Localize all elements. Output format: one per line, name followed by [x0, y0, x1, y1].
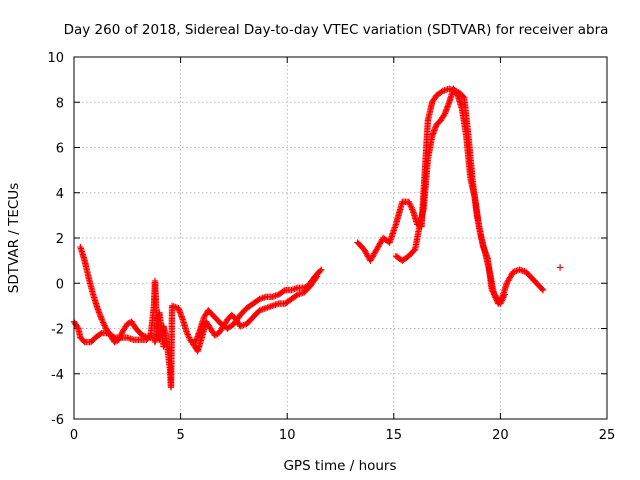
x-tick-label: 0	[70, 428, 78, 443]
data-point	[313, 273, 321, 280]
data-point	[116, 335, 123, 342]
data-point	[118, 330, 125, 337]
y-tick-label: -6	[51, 413, 64, 428]
y-tick-label: 10	[47, 51, 64, 66]
data-point	[501, 291, 508, 298]
data-point	[312, 274, 320, 281]
data-point	[74, 323, 81, 331]
data-point	[212, 331, 220, 338]
data-point	[183, 329, 191, 337]
data-point	[116, 333, 124, 340]
data-point	[440, 111, 448, 119]
data-point	[112, 338, 120, 345]
series-upper-track	[70, 85, 564, 391]
y-tick-label: -2	[51, 323, 64, 338]
data-point	[438, 88, 445, 96]
data-point	[97, 330, 104, 338]
data-points	[70, 85, 564, 391]
x-tick-label: 10	[279, 428, 296, 443]
x-tick-label: 15	[386, 428, 403, 443]
x-tick-label: 20	[492, 428, 509, 443]
data-point	[407, 203, 415, 210]
y-axis-label: SDTVAR / TECUs	[6, 183, 22, 293]
data-point	[500, 292, 508, 300]
data-point	[99, 317, 106, 325]
y-tick-label: 6	[56, 142, 64, 157]
y-tick-label: -4	[51, 368, 64, 383]
data-point	[406, 201, 414, 209]
data-point	[318, 266, 325, 273]
data-point	[408, 204, 415, 212]
data-point	[185, 332, 192, 340]
data-point	[162, 336, 169, 344]
x-tick-label: 5	[176, 428, 184, 443]
data-point	[185, 334, 193, 341]
data-point	[539, 286, 547, 294]
data-point	[211, 332, 218, 339]
data-point	[406, 200, 413, 207]
data-point	[115, 336, 122, 344]
data-point	[111, 338, 118, 346]
data-point	[100, 320, 108, 328]
y-tick-label: 8	[56, 96, 64, 111]
axis-ticks: 0 5 10 15 20 25 -6 -4 -2 0 2 4 6 8 10	[47, 51, 615, 443]
grid	[74, 57, 607, 419]
data-point	[405, 198, 412, 205]
data-point	[499, 295, 506, 303]
x-tick-label: 25	[599, 428, 616, 443]
data-point	[293, 292, 300, 299]
series-lower-track	[77, 85, 508, 355]
data-point	[497, 300, 504, 307]
data-point	[556, 264, 564, 271]
data-point	[500, 294, 507, 301]
y-tick-label: 0	[56, 277, 64, 292]
data-point	[124, 320, 131, 328]
data-point	[538, 285, 546, 293]
plot-frame	[73, 56, 608, 420]
data-point	[453, 90, 461, 98]
data-point	[409, 206, 416, 213]
data-point	[99, 319, 107, 326]
data-point	[317, 267, 324, 275]
chart-title: Day 260 of 2018, Sidereal Day-to-day VTE…	[64, 22, 609, 38]
x-axis-label: GPS time / hours	[283, 458, 396, 474]
y-tick-label: 2	[56, 232, 64, 247]
data-point	[117, 332, 125, 339]
data-point	[184, 331, 191, 338]
y-tick-label: 4	[56, 187, 64, 202]
data-point	[410, 247, 418, 254]
data-point	[101, 322, 108, 329]
data-point	[497, 298, 505, 306]
data-point	[186, 335, 194, 343]
data-point	[280, 287, 287, 295]
data-point	[255, 296, 262, 304]
data-point	[98, 316, 105, 323]
data-point	[498, 297, 506, 304]
